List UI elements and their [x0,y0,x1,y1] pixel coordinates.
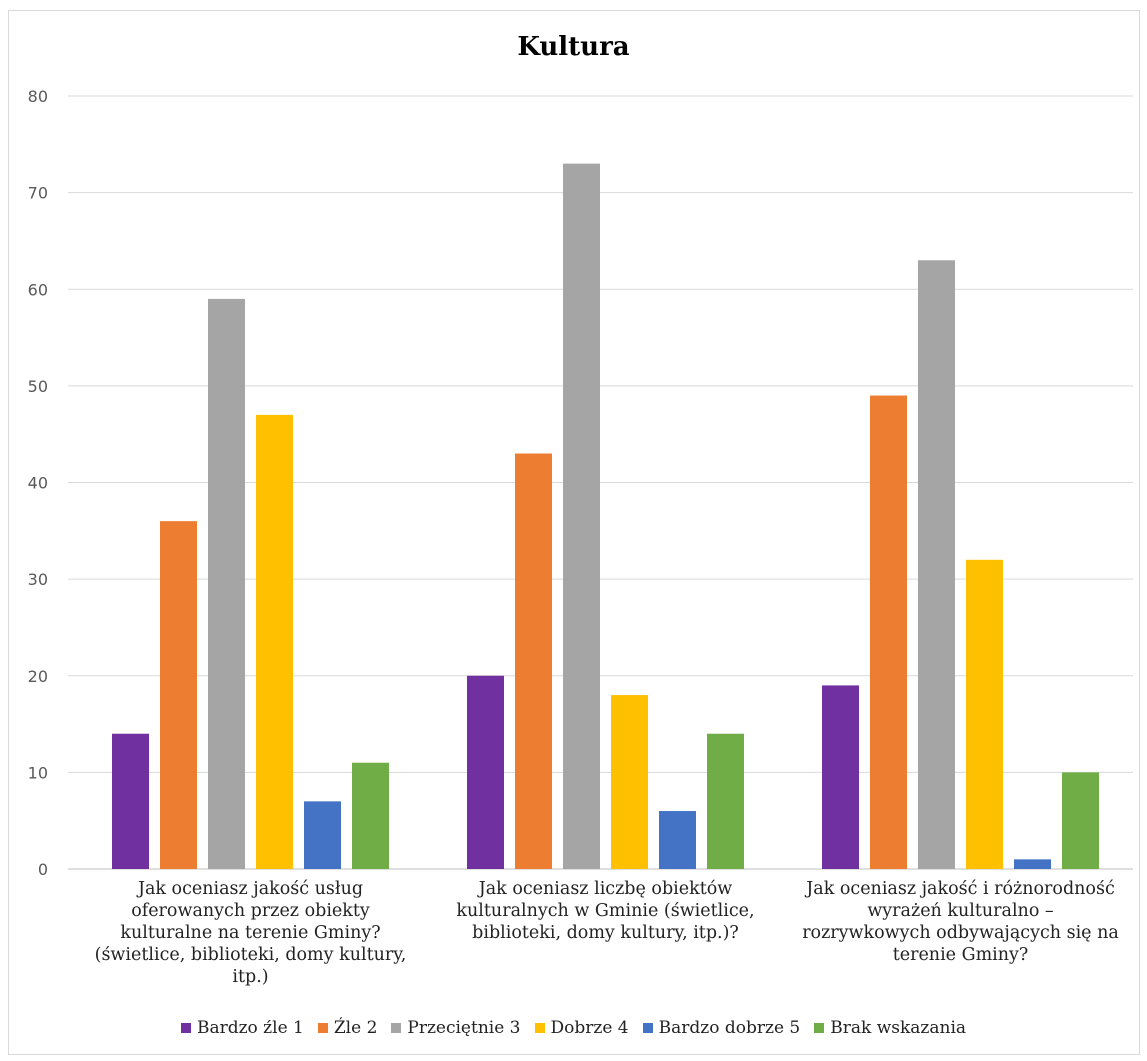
bar [208,298,245,870]
bar [256,414,293,869]
bar [918,260,955,869]
bar [659,811,696,869]
bar [515,453,552,869]
y-tick-label: 30 [28,570,48,589]
legend-swatch [814,1023,825,1033]
legend-swatch [180,1023,191,1033]
y-tick-label: 60 [28,280,48,299]
y-tick-label: 80 [28,87,48,106]
category-label: Jak oceniasz jakość usług oferowanych pr… [94,879,407,987]
y-tick-label: 0 [38,860,48,879]
y-tick-label: 10 [28,763,48,782]
bar [611,695,648,869]
legend-item: Dobrze 4 [534,1018,629,1038]
bar [112,733,149,869]
chart-title: Kultura [517,32,630,62]
legend: Bardzo źle 1 Źle 2 Przeciętnie 3 Dobrze 4 Ba… [0,1018,1147,1038]
bar [966,559,1003,869]
bar [352,762,389,869]
legend-swatch [534,1023,545,1033]
bar [160,521,197,869]
legend-swatch [317,1023,328,1033]
legend-item: Przeciętnie 3 [391,1018,521,1038]
y-tick-label: 40 [28,474,48,493]
y-tick-label: 20 [28,667,48,686]
legend-item: Brak wskazania [814,1018,966,1038]
legend-item: Bardzo dobrze 5 [642,1018,801,1038]
bar [822,685,859,869]
y-tick-label: 70 [28,184,48,203]
category-label: Jak oceniasz jakość i różnorodność wyraż… [802,879,1119,965]
legend-label: Przeciętnie 3 [407,1018,521,1038]
legend-swatch [391,1023,402,1033]
legend-label: Bardzo źle 1 [196,1018,304,1038]
bar [1014,859,1051,869]
y-tick-label: 50 [28,377,48,396]
legend-label: Dobrze 4 [550,1018,629,1038]
bar [304,801,341,869]
legend-swatch [642,1023,653,1033]
bar [870,395,907,869]
bar [707,733,744,869]
bar [1062,772,1099,869]
bar [467,675,504,869]
bar [563,163,600,869]
category-label: Jak oceniasz liczbę obiektów kulturalnyc… [456,879,755,943]
legend-item: Źle 2 [317,1018,378,1038]
legend-label: Źle 2 [333,1018,378,1038]
legend-label: Bardzo dobrze 5 [658,1018,801,1038]
legend-item: Bardzo źle 1 [180,1018,304,1038]
legend-label: Brak wskazania [830,1018,967,1038]
